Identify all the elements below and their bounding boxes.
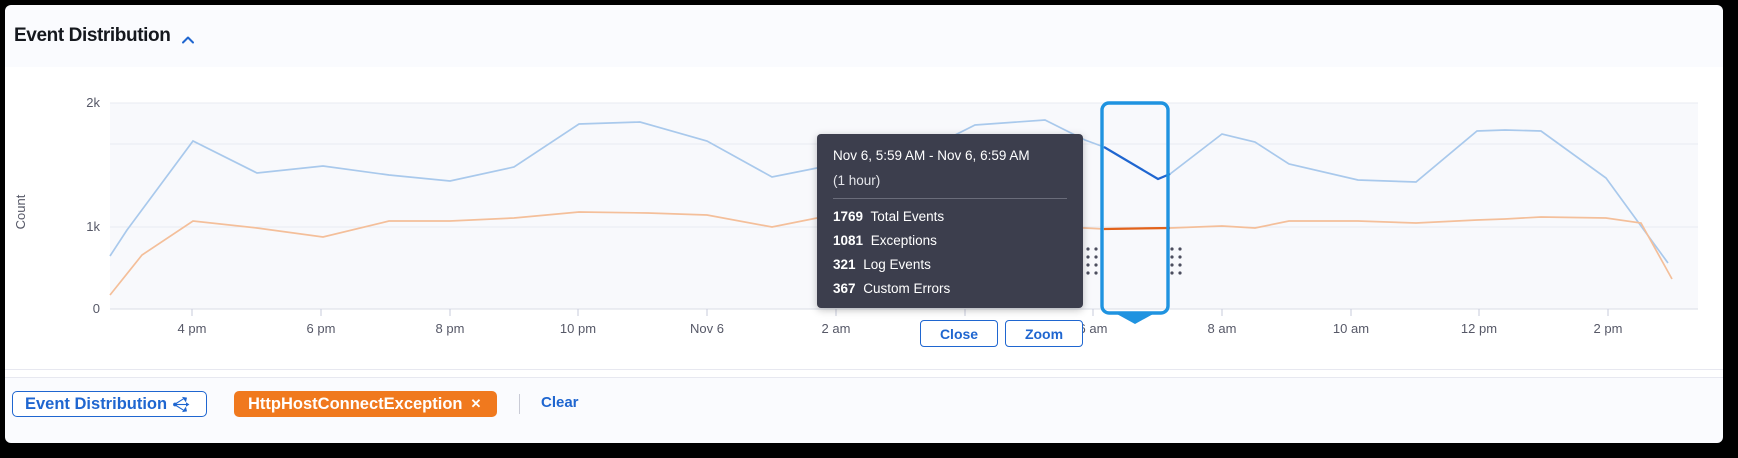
svg-text:Count: Count (13, 194, 28, 229)
svg-text:12 pm: 12 pm (1461, 321, 1497, 336)
svg-text:2 pm: 2 pm (1594, 321, 1623, 336)
svg-text:2 am: 2 am (822, 321, 851, 336)
svg-text:1k: 1k (86, 219, 100, 234)
svg-text:4 pm: 4 pm (178, 321, 207, 336)
svg-text:10 pm: 10 pm (560, 321, 596, 336)
svg-text:6 pm: 6 pm (307, 321, 336, 336)
svg-text:2k: 2k (86, 95, 100, 110)
svg-text:10 am: 10 am (1333, 321, 1369, 336)
svg-text:0: 0 (93, 301, 100, 316)
svg-text:Nov 6: Nov 6 (690, 321, 724, 336)
svg-text:8 pm: 8 pm (436, 321, 465, 336)
svg-text:8 am: 8 am (1208, 321, 1237, 336)
